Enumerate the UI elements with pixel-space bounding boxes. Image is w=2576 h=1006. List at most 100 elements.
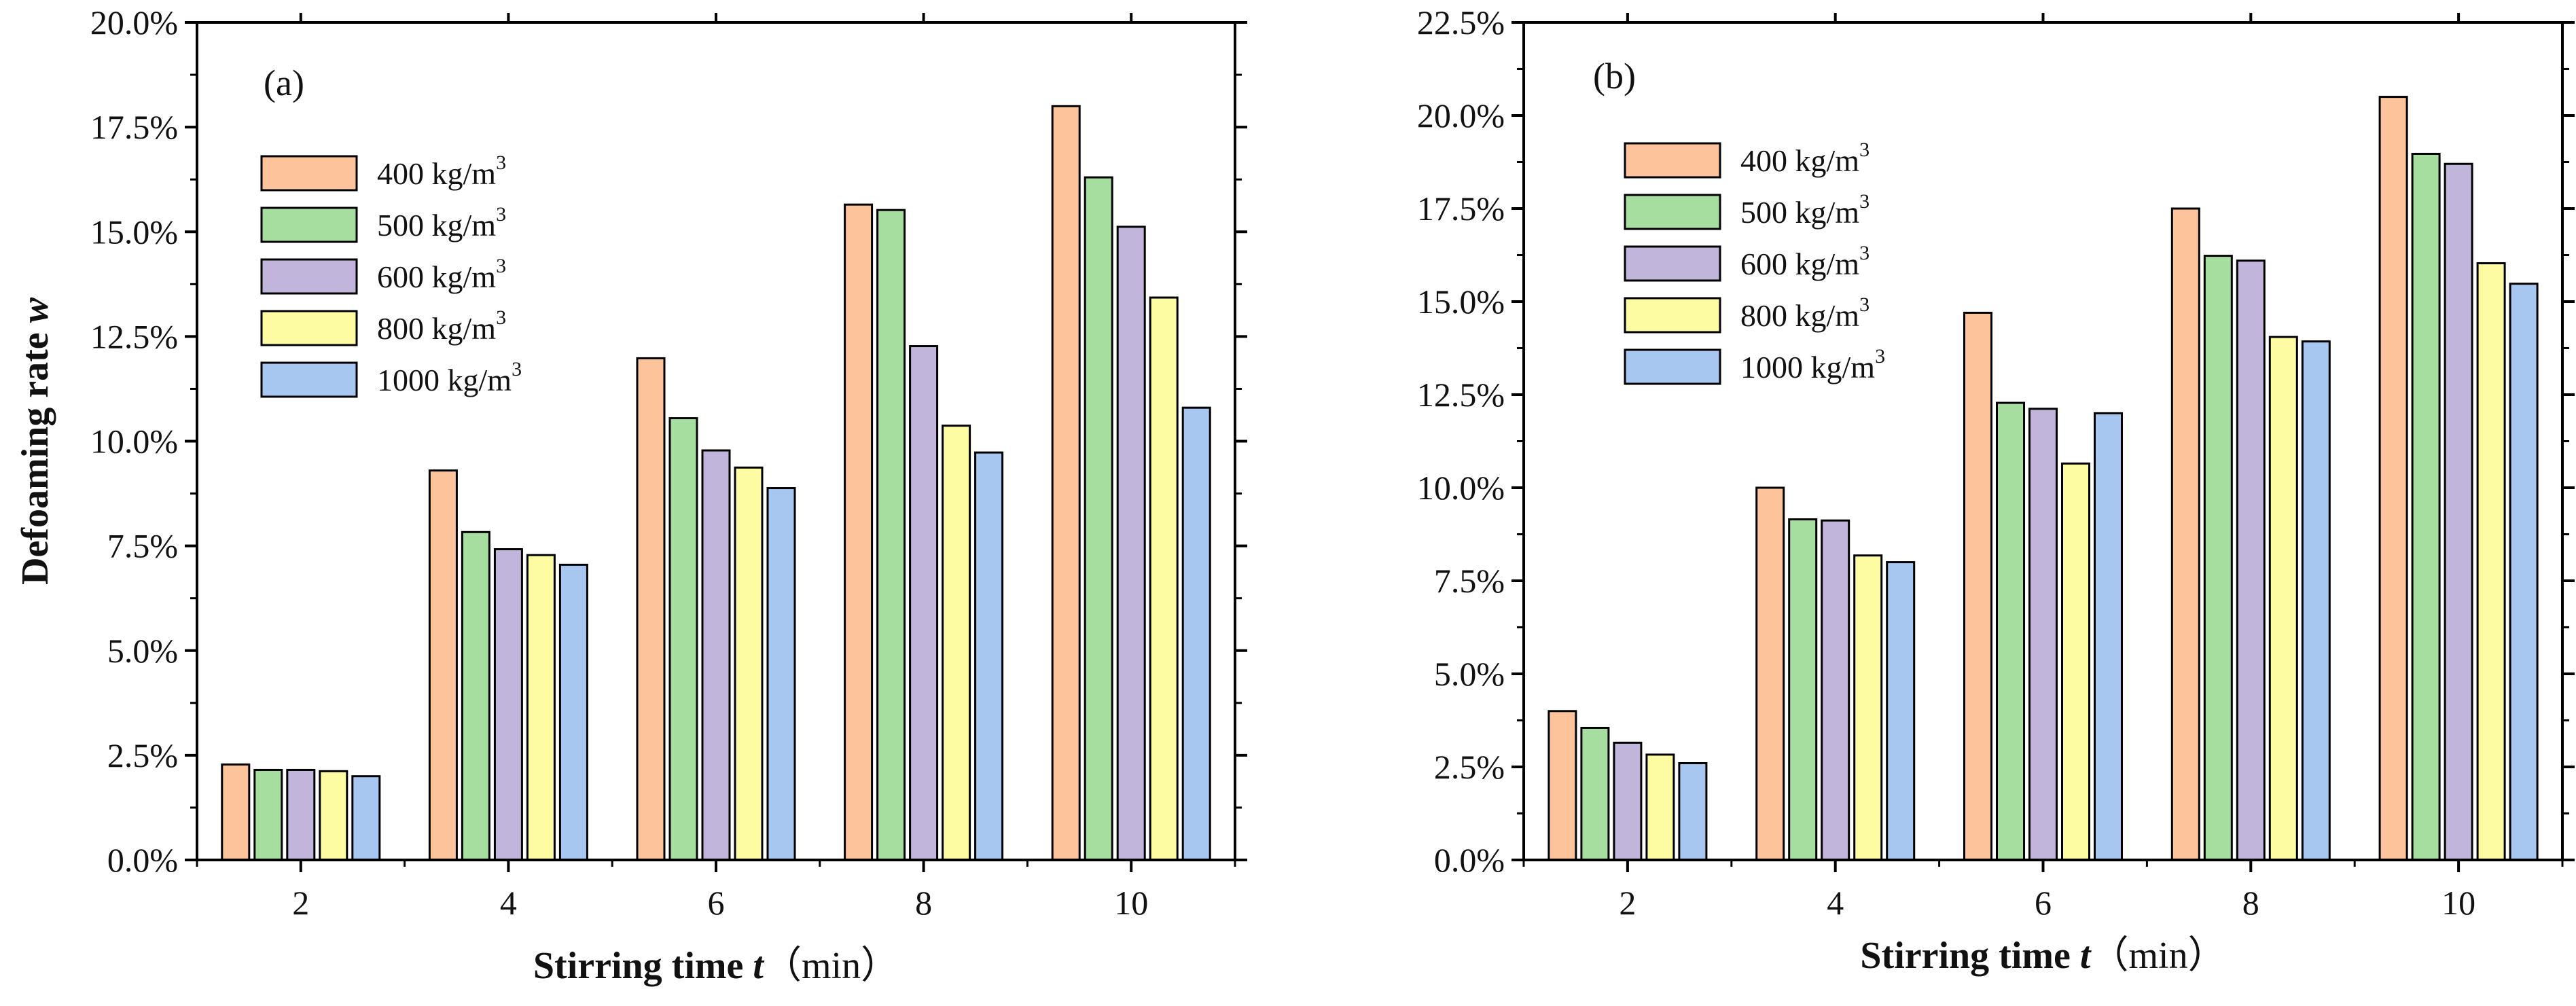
y-tick-label: 2.5% xyxy=(1434,748,1505,786)
y-tick-label: 15.0% xyxy=(90,213,178,251)
legend-swatch xyxy=(1624,297,1721,334)
legend-label: 1000 kg/m3 xyxy=(377,358,522,397)
bar-500-kg-m-10 xyxy=(2411,152,2441,861)
bar-400-kg-m-2 xyxy=(1548,710,1577,861)
bar-500-kg-m-6 xyxy=(668,417,698,861)
bar-800-kg-m-2 xyxy=(1645,753,1675,861)
legend-label-sup: 3 xyxy=(496,255,506,277)
bar-800-kg-m-8 xyxy=(2268,336,2298,861)
x-tick-label: 8 xyxy=(915,884,932,922)
bar-400-kg-m-8 xyxy=(844,203,874,861)
legend-swatch xyxy=(260,206,358,243)
bar-800-kg-m-4 xyxy=(526,554,556,861)
bar-600-kg-m-8 xyxy=(909,345,939,861)
legend-label: 800 kg/m3 xyxy=(377,306,506,346)
bar-500-kg-m-4 xyxy=(461,531,490,861)
bar-600-kg-m-10 xyxy=(2444,162,2473,861)
y-tick-label: 12.5% xyxy=(90,317,178,355)
bar-500-kg-m-4 xyxy=(1788,518,1818,861)
legend-label-text: 400 kg/m xyxy=(1740,143,1859,178)
bar-1000-kg-m-10 xyxy=(2509,283,2539,861)
legend-label: 600 kg/m3 xyxy=(377,255,506,294)
bar-600-kg-m-2 xyxy=(286,768,316,861)
panel-a: 0.0% 2.5% 5.0% 7.5% 10.0% 12.5% 15.0% 17.5% 20.0… xyxy=(14,3,1247,987)
legend-label: 600 kg/m3 xyxy=(1740,242,1870,281)
legend-label-sup: 3 xyxy=(1859,139,1870,161)
y-tick-label: 2.5% xyxy=(107,736,178,774)
legend-label-text: 500 kg/m xyxy=(377,208,496,242)
y-axis-title-main: Defoaming rate xyxy=(14,323,56,585)
legend-label: 800 kg/m3 xyxy=(1740,293,1870,333)
x-axis-title: Stirring time t（min） xyxy=(1860,935,2225,977)
bar-1000-kg-m-8 xyxy=(2301,340,2331,861)
bar-600-kg-m-10 xyxy=(1116,226,1146,861)
y-tick-label: 20.0% xyxy=(1417,96,1505,134)
bar-800-kg-m-8 xyxy=(942,425,971,861)
legend-label-text: 800 kg/m xyxy=(1740,298,1859,333)
x-axis-title-var: t xyxy=(753,945,764,987)
legend-label: 1000 kg/m3 xyxy=(1740,345,1885,384)
legend-swatch xyxy=(1624,245,1721,282)
y-axis-title-var: w xyxy=(14,297,56,323)
legend-label-text: 600 kg/m xyxy=(1740,247,1859,281)
y-tick-label: 0.0% xyxy=(107,841,178,879)
bar-800-kg-m-10 xyxy=(1149,296,1179,861)
y-tick-label: 17.5% xyxy=(1417,190,1505,228)
bar-600-kg-m-6 xyxy=(2028,408,2058,861)
x-tick-label: 6 xyxy=(2035,884,2052,922)
legend-swatch xyxy=(260,258,358,295)
bar-600-kg-m-4 xyxy=(1821,519,1850,861)
bar-400-kg-m-4 xyxy=(428,469,458,861)
legend-label-sup: 3 xyxy=(1875,345,1885,367)
legend-swatch xyxy=(260,310,358,346)
bar-1000-kg-m-10 xyxy=(1181,406,1211,861)
legend-swatch xyxy=(260,155,358,192)
panel-label: (b) xyxy=(1593,56,1636,96)
legend-label: 400 kg/m3 xyxy=(1740,139,1870,178)
legend-label: 400 kg/m3 xyxy=(377,151,506,191)
bar-800-kg-m-2 xyxy=(319,770,348,861)
bar-500-kg-m-8 xyxy=(2203,255,2233,861)
y-tick-label: 5.0% xyxy=(1434,655,1505,693)
legend-label-text: 1000 kg/m xyxy=(1740,350,1875,384)
x-tick-label: 4 xyxy=(500,884,517,922)
x-axis-title: Stirring time t（min） xyxy=(533,945,899,987)
x-axis-title-unit: （min） xyxy=(764,945,899,987)
bar-1000-kg-m-4 xyxy=(1886,561,1916,861)
bar-500-kg-m-10 xyxy=(1084,176,1113,861)
bar-500-kg-m-2 xyxy=(1580,726,1610,861)
bar-400-kg-m-6 xyxy=(1963,311,1992,861)
legend-label-text: 500 kg/m xyxy=(1740,195,1859,230)
x-tick-label: 6 xyxy=(708,884,725,922)
bar-500-kg-m-6 xyxy=(1996,401,2025,861)
x-axis-title-main: Stirring time xyxy=(533,945,753,987)
bar-500-kg-m-2 xyxy=(253,768,283,861)
x-axis-title-var: t xyxy=(2080,935,2092,977)
bar-600-kg-m-4 xyxy=(493,548,523,861)
bar-400-kg-m-2 xyxy=(221,763,251,861)
bar-600-kg-m-2 xyxy=(1613,741,1643,861)
y-axis-title: Defoaming rate w xyxy=(14,297,56,585)
bars-0 xyxy=(221,105,1211,861)
x-tick-label: 2 xyxy=(292,884,309,922)
y-tick-label: 7.5% xyxy=(1434,562,1505,600)
x-axis-title-main: Stirring time xyxy=(1860,935,2079,977)
x-tick-label: 2 xyxy=(1619,884,1636,922)
legend-label: 500 kg/m3 xyxy=(377,203,506,242)
bar-400-kg-m-10 xyxy=(1051,105,1081,861)
y-tick-label: 15.0% xyxy=(1417,283,1505,321)
legend-swatch xyxy=(260,361,358,398)
bar-1000-kg-m-4 xyxy=(558,563,588,861)
bar-800-kg-m-4 xyxy=(1853,554,1883,861)
legend-swatch xyxy=(1624,142,1721,179)
x-tick-label: 10 xyxy=(1114,884,1148,922)
x-axis-title-unit: （min） xyxy=(2090,935,2225,977)
bar-800-kg-m-10 xyxy=(2476,262,2506,861)
bar-1000-kg-m-2 xyxy=(1678,762,1708,861)
bar-1000-kg-m-6 xyxy=(2094,412,2123,861)
y-tick-label: 17.5% xyxy=(90,108,178,146)
legend-label-text: 800 kg/m xyxy=(377,311,496,346)
bar-400-kg-m-6 xyxy=(636,357,666,861)
bar-400-kg-m-10 xyxy=(2378,96,2408,861)
